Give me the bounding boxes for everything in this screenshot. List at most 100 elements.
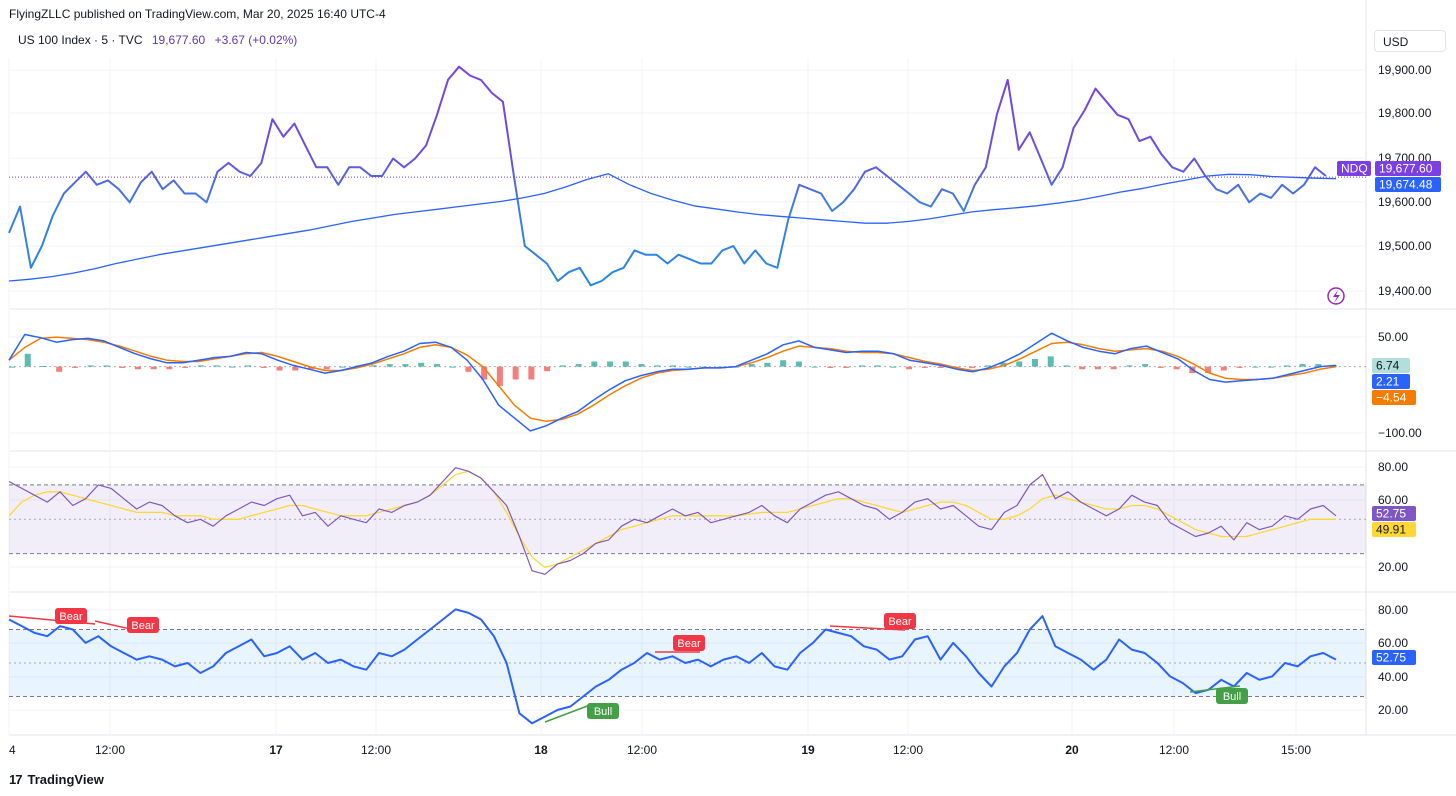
brand-name: TradingView <box>27 772 104 787</box>
macd-histogram-bar <box>1016 361 1023 367</box>
y-tick-label: 19,500.00 <box>1378 239 1432 253</box>
rsi-tag: 52.75 <box>1376 507 1406 521</box>
macd-histogram-bar <box>370 365 377 367</box>
divergence-label: Bull <box>594 706 612 718</box>
macd-histogram-bar <box>1173 366 1180 370</box>
divergence-label: Bear <box>888 616 912 628</box>
ma-price-tag-box <box>1375 177 1441 192</box>
macd-signal-tag-box <box>1372 390 1416 405</box>
divergence-label-box <box>673 635 705 651</box>
macd-histogram-bar <box>465 366 472 372</box>
macd-histogram-bar <box>591 361 598 367</box>
macd-histogram-bar <box>1000 362 1007 367</box>
divergence-label-box <box>587 703 619 719</box>
macd-histogram-bar <box>843 366 850 368</box>
ndq-label: NDQ <box>1341 162 1368 176</box>
macd-histogram-bar <box>1110 366 1117 370</box>
macd-histogram-bar <box>418 362 425 367</box>
macd-histogram-bar <box>764 362 771 367</box>
divergence-label-box <box>127 617 159 633</box>
macd-histogram-bar <box>103 365 110 367</box>
macd-histogram-bar <box>858 365 865 367</box>
symbol-name: US 100 Index · 5 · TVC <box>18 33 143 47</box>
lightning-bolt <box>1333 290 1340 303</box>
macd-histogram-bar <box>386 364 393 367</box>
macd-histogram-bar <box>1047 356 1054 367</box>
y-tick-label: 20.00 <box>1378 703 1408 717</box>
x-tick-label: 12:00 <box>1159 743 1189 757</box>
y-tick-label: 20.00 <box>1378 560 1408 574</box>
macd-histogram-bar <box>1252 366 1259 368</box>
macd-histogram-bar <box>339 366 346 368</box>
divergence-line <box>1189 685 1241 693</box>
rsi-tag-box <box>1372 506 1416 521</box>
rsi-ma-tag-box <box>1372 522 1416 537</box>
currency-button[interactable]: USD <box>1374 30 1446 52</box>
ndq-label-box <box>1337 161 1371 176</box>
divergence-line <box>829 625 906 631</box>
macd-histogram-bar <box>134 366 141 370</box>
macd-histogram-bar <box>969 366 976 368</box>
x-tick-label: 20 <box>1065 743 1079 757</box>
macd-histogram-bar <box>638 364 645 367</box>
macd-histogram-bar <box>1283 365 1290 367</box>
divergence-label-box <box>884 613 916 629</box>
divergence-label: Bear <box>131 620 155 632</box>
macd-histogram-bar <box>213 365 220 367</box>
macd-histogram-bar <box>292 366 299 371</box>
symbol-price: 19,677.60 <box>151 33 206 47</box>
macd-hist-tag-box <box>1372 358 1410 373</box>
macd-histogram-bar <box>1220 366 1227 371</box>
y-tick-label: 19,400.00 <box>1378 284 1432 298</box>
macd-histogram-bar <box>1079 366 1086 370</box>
divergence-label-box <box>55 608 87 624</box>
rsi-ma-line <box>8 470 1336 569</box>
macd-histogram-bar <box>1094 366 1101 370</box>
macd-histogram-bar <box>276 366 283 371</box>
macd-histogram-bar <box>1205 366 1212 374</box>
macd-histogram-bar <box>56 366 63 372</box>
macd-line-tag: 2.21 <box>1376 375 1400 389</box>
divergence-line <box>544 704 591 723</box>
ma-price-tag: 19,674.48 <box>1379 178 1433 192</box>
macd-histogram-bar <box>827 366 834 368</box>
macd-histogram-bar <box>1142 364 1149 367</box>
macd-histogram-bar <box>9 366 15 368</box>
macd-histogram-bar <box>1031 358 1038 367</box>
symbol-change: +3.67 (+0.02%) <box>214 33 298 47</box>
macd-histogram-bar <box>119 366 126 368</box>
macd-histogram-bar <box>150 366 157 370</box>
macd-histogram-bar <box>481 366 488 380</box>
divergence-label: Bear <box>677 638 701 650</box>
x-tick-label: 15:00 <box>1281 743 1311 757</box>
macd-histogram-bar <box>670 365 676 367</box>
macd-histogram-bar <box>182 366 189 368</box>
macd-histogram-bar <box>984 365 991 367</box>
publisher-header: FlyingZLLC published on TradingView.com,… <box>9 7 386 21</box>
macd-histogram-bar <box>323 366 330 370</box>
x-tick-label: 4 <box>9 743 16 757</box>
lightning-icon <box>1327 287 1345 305</box>
x-tick-label: 18 <box>534 743 548 757</box>
macd-signal-tag: −4.54 <box>1376 391 1407 405</box>
y-tick-label: 80.00 <box>1378 603 1408 617</box>
macd-histogram-bar <box>512 366 519 380</box>
macd-histogram-bar <box>575 364 582 367</box>
macd-histogram-bar <box>87 365 94 367</box>
macd-histogram-bar <box>1236 366 1243 368</box>
macd-histogram-bar <box>780 360 787 367</box>
divergence-line <box>94 620 131 630</box>
macd-histogram-bar <box>1063 365 1070 367</box>
macd-histogram-bar <box>1157 366 1164 368</box>
y-tick-label: 50.00 <box>1378 330 1408 344</box>
rsi-divergence-line <box>8 608 1337 725</box>
rsi-div-tag: 52.75 <box>1376 651 1406 665</box>
rsi-ma-tag: 49.91 <box>1376 523 1406 537</box>
macd-histogram-bar <box>528 366 535 380</box>
macd-hist-tag: 6.74 <box>1376 359 1400 373</box>
macd-histogram-bar <box>622 361 629 367</box>
rsi-line <box>8 467 1337 575</box>
tradingview-logo: 17 TradingView <box>9 772 104 787</box>
macd-histogram-bar <box>544 366 551 372</box>
